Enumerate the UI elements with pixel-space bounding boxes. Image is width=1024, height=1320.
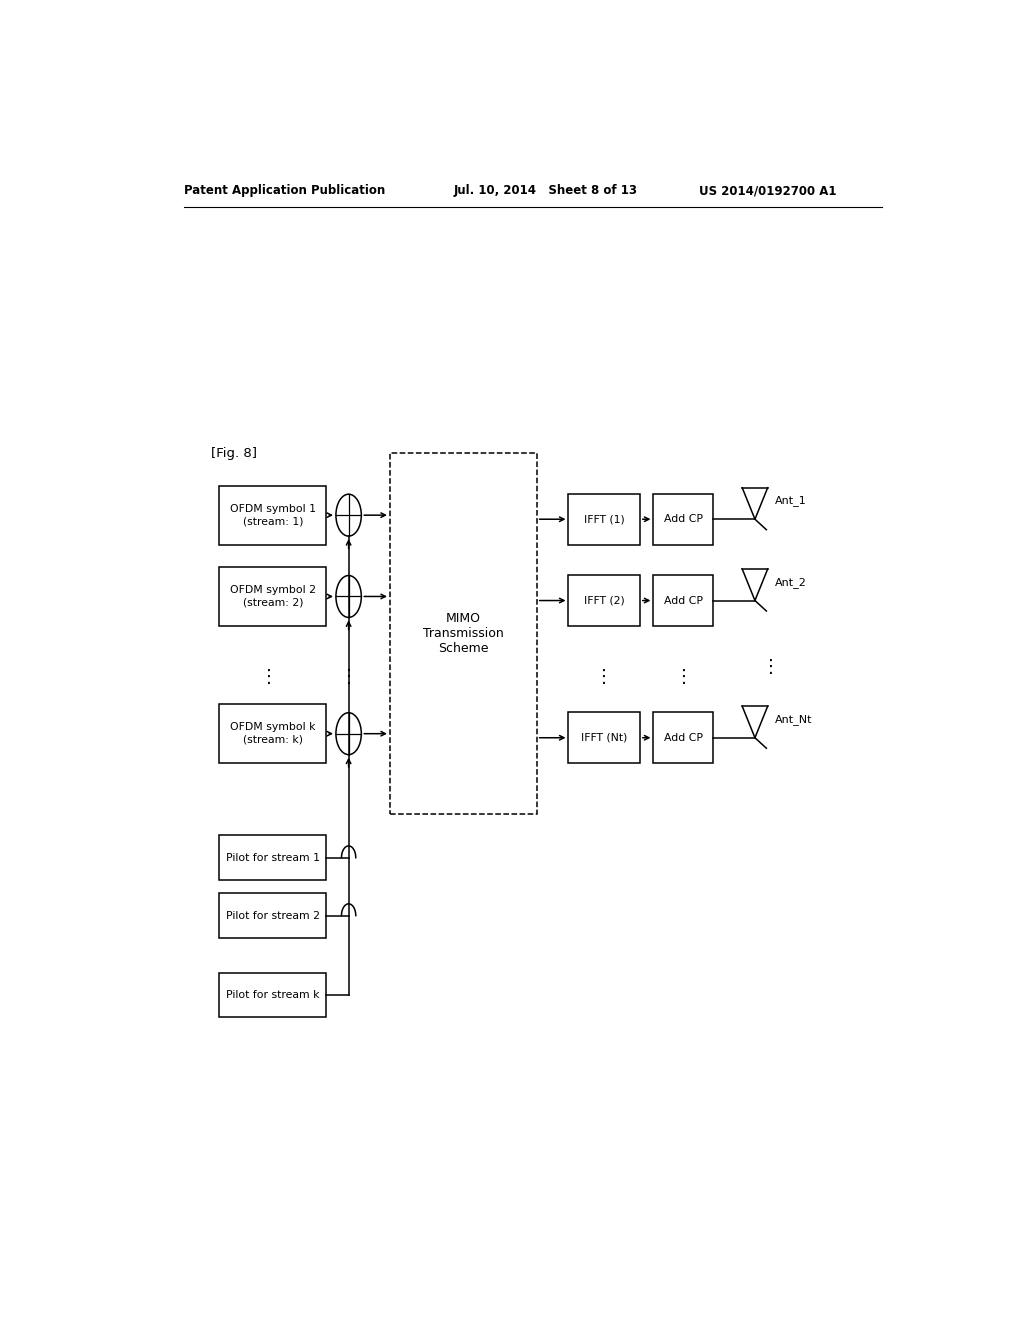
Text: OFDM symbol k
(stream: k): OFDM symbol k (stream: k) (230, 722, 315, 744)
Text: Add CP: Add CP (664, 515, 702, 524)
Text: Pilot for stream 2: Pilot for stream 2 (226, 911, 319, 920)
Text: Pilot for stream 1: Pilot for stream 1 (226, 853, 319, 863)
Text: Ant_2: Ant_2 (775, 577, 807, 587)
FancyBboxPatch shape (219, 973, 327, 1018)
FancyBboxPatch shape (568, 576, 640, 626)
Text: MIMO
Transmission
Scheme: MIMO Transmission Scheme (423, 612, 504, 655)
FancyBboxPatch shape (219, 704, 327, 763)
Text: Ant_1: Ant_1 (775, 495, 807, 507)
FancyBboxPatch shape (568, 713, 640, 763)
Text: Pilot for stream k: Pilot for stream k (226, 990, 319, 999)
Text: [Fig. 8]: [Fig. 8] (211, 446, 257, 459)
FancyBboxPatch shape (568, 494, 640, 545)
Text: US 2014/0192700 A1: US 2014/0192700 A1 (699, 183, 837, 197)
Text: OFDM symbol 2
(stream: 2): OFDM symbol 2 (stream: 2) (229, 585, 315, 607)
FancyBboxPatch shape (653, 713, 713, 763)
Text: OFDM symbol 1
(stream: 1): OFDM symbol 1 (stream: 1) (229, 504, 315, 527)
FancyBboxPatch shape (653, 494, 713, 545)
FancyBboxPatch shape (653, 576, 713, 626)
Text: ⋮: ⋮ (675, 668, 692, 686)
Text: IFFT (2): IFFT (2) (584, 595, 625, 606)
Text: Jul. 10, 2014   Sheet 8 of 13: Jul. 10, 2014 Sheet 8 of 13 (454, 183, 637, 197)
Text: ⋮: ⋮ (260, 668, 279, 686)
Text: ⋮: ⋮ (762, 657, 780, 676)
Text: ⋮: ⋮ (340, 668, 357, 686)
FancyBboxPatch shape (390, 453, 537, 814)
Text: IFFT (1): IFFT (1) (584, 515, 625, 524)
FancyBboxPatch shape (219, 836, 327, 880)
FancyBboxPatch shape (219, 894, 327, 939)
Text: Add CP: Add CP (664, 595, 702, 606)
Text: IFFT (Nt): IFFT (Nt) (581, 733, 628, 743)
Text: Ant_Nt: Ant_Nt (775, 714, 812, 725)
Text: ⋮: ⋮ (595, 668, 613, 686)
FancyBboxPatch shape (219, 568, 327, 626)
FancyBboxPatch shape (219, 486, 327, 545)
Text: Patent Application Publication: Patent Application Publication (183, 183, 385, 197)
Text: Add CP: Add CP (664, 733, 702, 743)
